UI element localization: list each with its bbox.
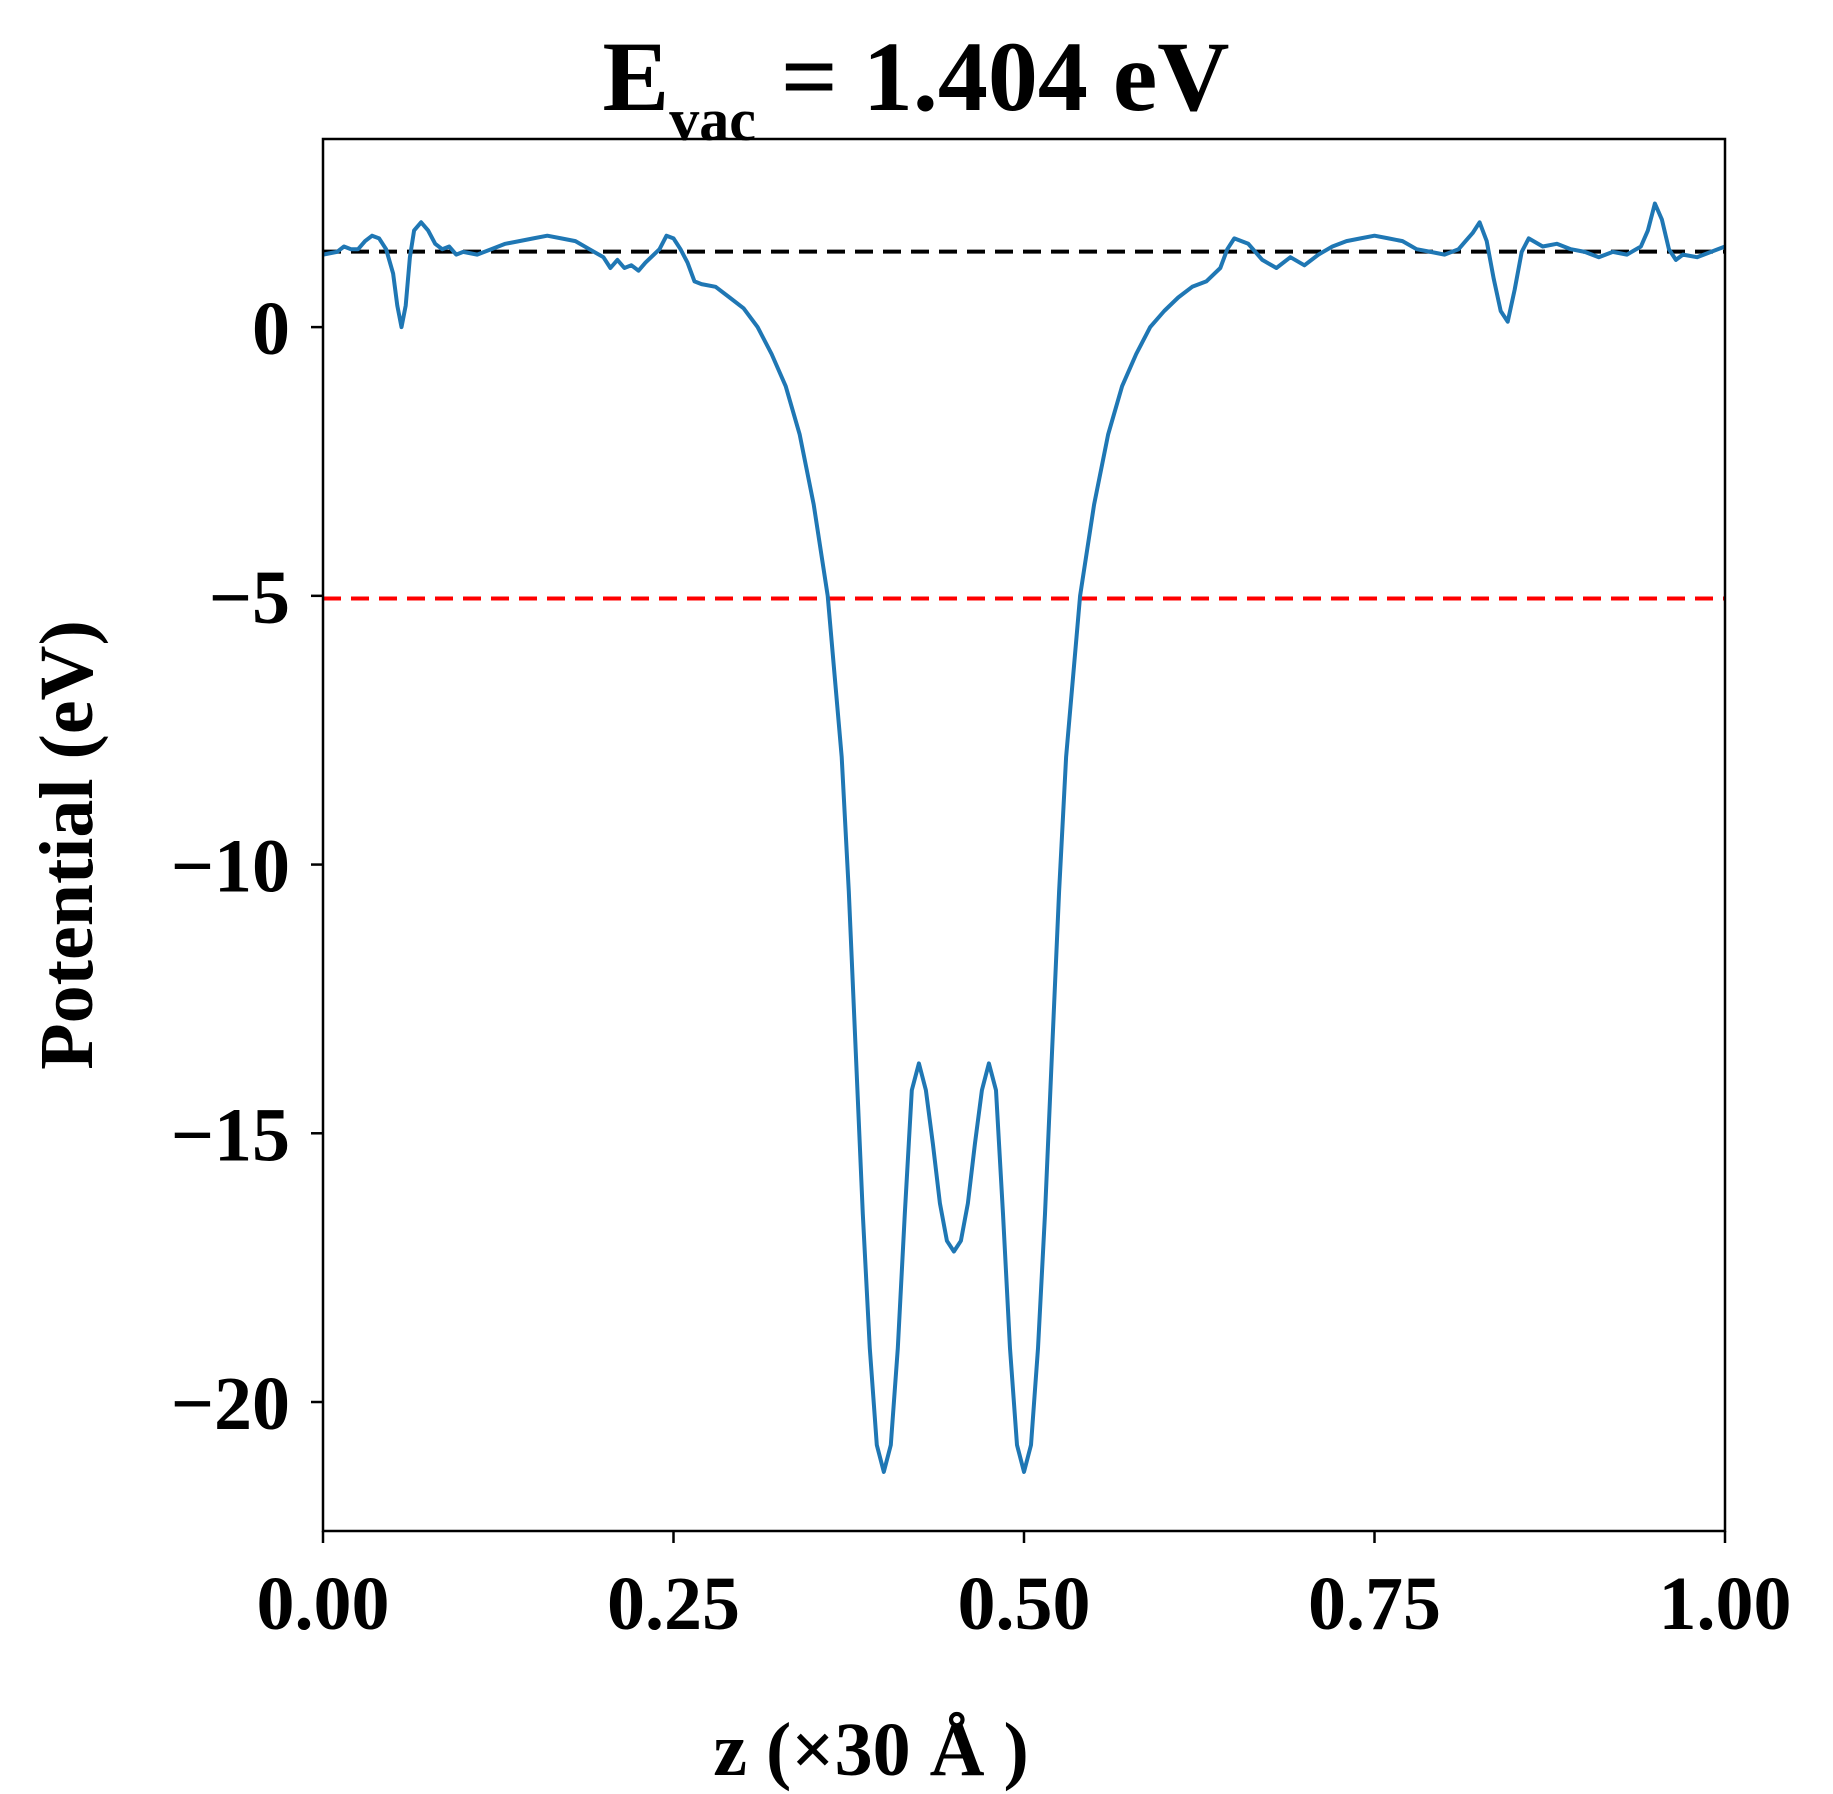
y-tick-label: −20 [171, 1362, 290, 1446]
title-suffix: = 1.404 eV [756, 21, 1230, 132]
x-tick-label: 0.00 [257, 1562, 390, 1646]
x-tick-label: 0.50 [958, 1562, 1091, 1646]
x-axis-label: z (×30 Å ) [713, 1708, 1029, 1792]
y-axis-ticks: 0 −5 −10 −15 −20 [171, 287, 323, 1446]
y-tick-label: −15 [171, 1093, 290, 1177]
plot-frame [321, 137, 1727, 1533]
title-main-part: E [603, 21, 670, 132]
plot-area [322, 201, 1726, 1474]
title-subscript: vac [669, 87, 756, 153]
chart-title: Evac = 1.404 eV [603, 21, 1230, 153]
x-axis-ticks: 0.00 0.25 0.50 0.75 1.00 [257, 1531, 1792, 1646]
y-axis-label: Potential (eV) [25, 620, 109, 1070]
x-tick-label: 1.00 [1659, 1562, 1792, 1646]
y-tick-label: 0 [252, 287, 290, 371]
x-tick-label: 0.25 [607, 1562, 740, 1646]
potential-series-line [322, 201, 1726, 1474]
y-tick-label: −10 [171, 825, 290, 909]
y-tick-label: −5 [209, 556, 290, 640]
x-tick-label: 0.75 [1308, 1562, 1441, 1646]
